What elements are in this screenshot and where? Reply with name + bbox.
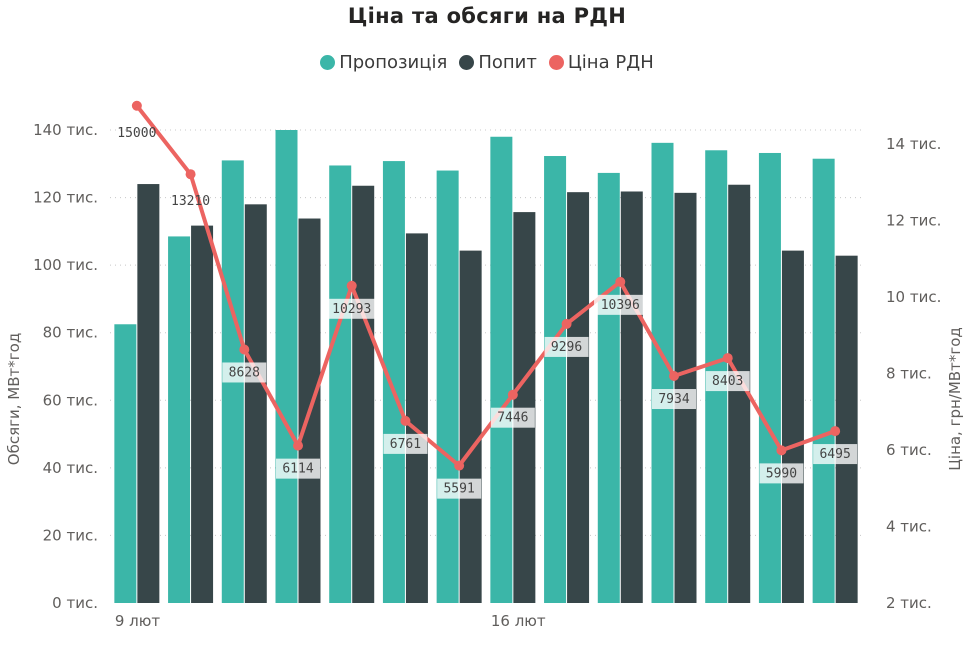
price-point <box>776 445 787 456</box>
price-point <box>830 426 841 437</box>
legend: Пропозиція Попит Ціна РДН <box>0 52 974 73</box>
data-label: 8628 <box>229 365 260 380</box>
y-left-tick-label: 40 тис. <box>43 459 98 477</box>
y-left-tick-label: 60 тис. <box>43 391 98 409</box>
x-tick-label: 9 лют <box>115 612 161 630</box>
y-left-tick-label: 120 тис. <box>33 189 98 207</box>
y-right-tick-label: 2 тис. <box>886 594 932 612</box>
bar-supply <box>544 156 567 603</box>
bar-demand <box>835 255 858 603</box>
y-left-tick-label: 20 тис. <box>43 526 98 544</box>
y-left-tick-label: 0 тис. <box>52 594 98 612</box>
legend-price-marker <box>548 55 564 70</box>
data-label: 15000 <box>117 126 156 141</box>
legend-item-demand[interactable]: Попит <box>459 52 537 73</box>
bar-demand <box>567 192 590 603</box>
legend-demand-label: Попит <box>478 52 537 73</box>
data-label-bg <box>276 458 320 479</box>
chart-title: Ціна та обсяги на РДН <box>347 4 627 28</box>
data-label: 7934 <box>658 392 689 407</box>
data-label-bg <box>437 478 482 499</box>
bar-demand <box>405 233 428 604</box>
data-label: 5990 <box>766 466 797 481</box>
data-label-bg <box>325 298 378 319</box>
bar-supply <box>597 172 620 604</box>
y-right-tick-label: 6 тис. <box>886 441 932 459</box>
price-point <box>131 100 142 111</box>
legend-price-label: Ціна РДН <box>567 52 654 73</box>
y-left-tick-label: 140 тис. <box>33 121 98 139</box>
y-right-tick-label: 10 тис. <box>886 288 941 306</box>
legend-item-price[interactable]: Ціна РДН <box>548 52 654 73</box>
price-point <box>346 280 357 291</box>
data-label-bg <box>705 371 750 392</box>
bar-supply <box>382 161 405 603</box>
price-point <box>722 353 733 364</box>
data-label: 5591 <box>443 482 474 497</box>
y-left-tick-label: 80 тис. <box>43 324 98 342</box>
data-label-bg <box>490 407 535 428</box>
bar-demand <box>244 204 267 604</box>
y-right-tick-label: 8 тис. <box>886 365 932 383</box>
data-label: 8403 <box>712 374 743 389</box>
price-point <box>454 460 465 471</box>
bar-supply <box>758 152 781 603</box>
legend-supply-label: Пропозиція <box>339 52 448 73</box>
price-point <box>400 415 411 426</box>
y-left-axis-label: Обсяги, МВт*год <box>5 333 23 465</box>
bar-supply <box>114 324 137 603</box>
data-label: 10293 <box>332 302 371 317</box>
y-right-tick-label: 4 тис. <box>886 518 932 536</box>
bar-supply <box>168 236 191 604</box>
y-left-tick-label: 100 тис. <box>33 256 98 274</box>
price-point <box>239 344 250 355</box>
data-label: 9296 <box>551 340 582 355</box>
price-point <box>669 371 679 382</box>
legend-supply-marker <box>320 55 336 70</box>
bar-supply <box>329 165 352 603</box>
bar-supply <box>490 136 513 603</box>
legend-item-supply[interactable]: Пропозиція <box>320 52 447 73</box>
data-label: 6761 <box>390 437 421 452</box>
data-label-bg <box>759 463 804 484</box>
bar-demand <box>352 185 375 603</box>
data-label-bg <box>594 294 647 315</box>
price-point <box>507 389 518 400</box>
data-label-bg <box>813 444 858 465</box>
legend-demand-marker <box>459 55 475 70</box>
price-point <box>561 318 572 329</box>
bar-demand <box>620 191 643 604</box>
bar-supply <box>651 142 674 604</box>
data-label-bg <box>222 362 267 383</box>
bar-demand <box>137 184 160 604</box>
data-label-bg <box>652 389 696 410</box>
price-point <box>615 276 626 287</box>
x-tick-label: 16 лют <box>491 612 546 630</box>
bar-supply <box>275 130 298 603</box>
bar-demand <box>781 250 804 604</box>
data-label: 6114 <box>282 462 313 477</box>
data-label-bg <box>383 433 428 454</box>
data-label: 13210 <box>171 194 210 209</box>
data-label-bg <box>544 336 589 357</box>
y-right-axis-label: Ціна, грн/МВт*год <box>946 327 964 471</box>
bar-demand <box>459 250 482 604</box>
bar-supply <box>436 170 459 604</box>
price-point <box>293 440 303 451</box>
bar-supply <box>812 158 835 604</box>
bar-demand <box>513 212 536 603</box>
bar-demand <box>728 184 751 604</box>
y-right-tick-label: 12 тис. <box>886 212 941 230</box>
y-right-tick-label: 14 тис. <box>886 135 941 153</box>
bar-demand <box>191 225 214 603</box>
data-label: 10396 <box>601 298 640 313</box>
data-label: 7446 <box>497 411 528 426</box>
data-label: 6495 <box>819 447 850 462</box>
price-point <box>185 169 196 180</box>
